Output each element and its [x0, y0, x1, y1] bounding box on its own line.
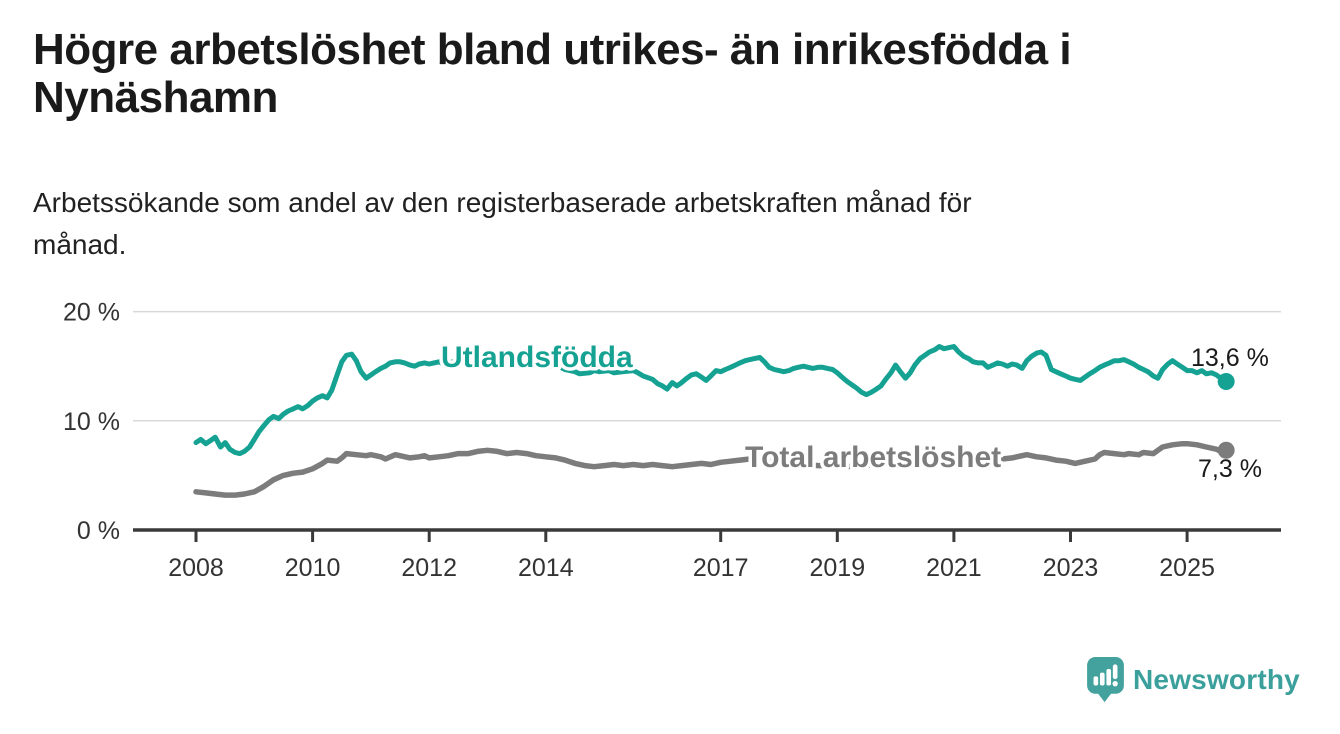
x-axis-tick-label: 2023: [1043, 554, 1099, 582]
x-axis-tick-label: 2008: [168, 554, 224, 582]
series-label-utlandsfodda: Utlandsfödda: [441, 341, 633, 374]
newsworthy-logo: Newsworthy: [1087, 656, 1300, 704]
series-line-utlandsfodda: [193, 344, 1229, 457]
x-axis-tick-label: 2012: [401, 554, 457, 582]
series-lines: [193, 344, 1235, 498]
x-axis-tick-label: 2019: [809, 554, 865, 582]
series-line-total-arbetsloshet: [193, 440, 1229, 498]
y-axis-tick-label: 0 %: [77, 517, 120, 545]
newsworthy-speech-bubble-bar-chart-icon: [1087, 657, 1124, 703]
page-subtitle-line2: månad.: [33, 229, 127, 260]
page-title-line2: Nynäshamn: [33, 73, 278, 122]
x-axis-tick-label: 2010: [285, 554, 341, 582]
x-axis-tick-label: 2025: [1159, 554, 1215, 582]
series-label-total-arbetsloshet: Total arbetslöshet: [745, 441, 1001, 474]
end-value-label-total: 7,3 %: [1198, 455, 1262, 483]
x-axis: 2008 2010 2012 2014 2017 2019 2021 2023 2025: [133, 528, 1281, 582]
end-value-label-utlandsfodda: 13,6 %: [1191, 344, 1269, 372]
newsworthy-wordmark: Newsworthy: [1133, 664, 1300, 695]
x-axis-tick-label: 2017: [693, 554, 749, 582]
gridlines: 0 % 10 % 20 %: [63, 299, 1281, 545]
page-subtitle-line1: Arbetssökande som andel av den registerb…: [33, 187, 972, 218]
x-axis-tick-label: 2021: [926, 554, 982, 582]
page-title: Högre arbetslöshet bland utrikes- än inr…: [33, 26, 1313, 122]
page-title-line1: Högre arbetslöshet bland utrikes- än inr…: [33, 25, 1072, 74]
series-end-dot-total-arbetsloshet: [1217, 441, 1235, 459]
x-axis-tick-label: 2014: [518, 554, 574, 582]
chart-labels: Utlandsfödda Total arbetslöshet 13,6 % 7…: [438, 338, 1269, 484]
series-end-dot-utlandsfodda: [1217, 372, 1235, 390]
y-axis-tick-label: 10 %: [63, 408, 120, 436]
page-subtitle: Arbetssökande som andel av den registerb…: [33, 182, 1313, 266]
y-axis-tick-label: 20 %: [63, 299, 120, 327]
